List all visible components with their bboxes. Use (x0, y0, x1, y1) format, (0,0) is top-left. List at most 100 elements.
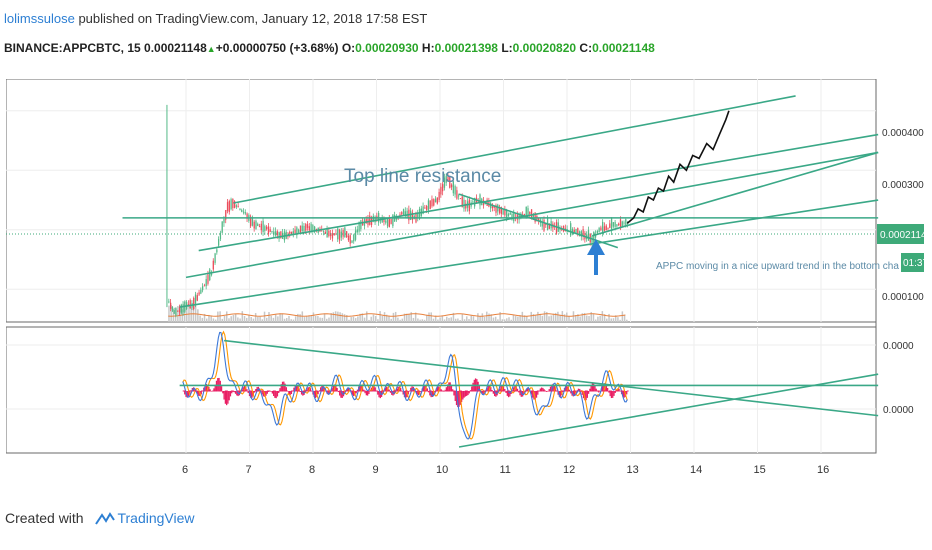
trendlines[interactable] (122, 95, 879, 308)
volume-bar (519, 315, 521, 322)
candle (180, 303, 182, 315)
volume-bar (530, 311, 532, 322)
candle (175, 307, 177, 318)
histogram-bar (454, 391, 456, 401)
volume-bar (323, 313, 326, 322)
histogram-bar (532, 391, 534, 398)
volume-bar (383, 312, 386, 322)
candle (234, 200, 236, 209)
volume-bar (370, 316, 372, 322)
volume-bar (503, 319, 506, 322)
time-tick-15: 15 (754, 464, 766, 476)
candle (182, 301, 184, 316)
candle-body (312, 225, 314, 232)
author-link[interactable]: lolimssulose (4, 11, 75, 26)
volume-bar (377, 319, 379, 322)
high-value: 0.00021398 (434, 41, 498, 55)
candle (255, 219, 257, 230)
candle (258, 223, 261, 228)
volume-bar (221, 318, 224, 322)
candle-body (463, 199, 465, 209)
volume-bar (477, 313, 479, 322)
candle-body (228, 200, 230, 213)
candle-body (303, 225, 305, 232)
candle (271, 230, 273, 234)
histogram-bar (593, 383, 595, 392)
chart-frame[interactable]: Top line resistance APPC moving in a nic… (5, 78, 932, 484)
candle (454, 184, 456, 198)
histogram-bar (408, 390, 411, 392)
histogram-bar (504, 388, 506, 392)
candle-body (257, 223, 259, 227)
volume-bar (428, 312, 430, 322)
candle (603, 222, 606, 233)
histogram-bar (608, 391, 610, 393)
candle (273, 227, 275, 238)
candle (209, 267, 211, 282)
histogram-bar (214, 384, 216, 392)
histogram-bar (542, 387, 544, 392)
volume-bar (192, 302, 195, 322)
price-tick-4: 0.00010000 (882, 292, 924, 303)
time-tick-13: 13 (627, 464, 639, 476)
time-tick-7: 7 (246, 464, 252, 476)
histogram-bar (410, 387, 412, 392)
volume-bar (392, 312, 395, 322)
up-arrow-marker-icon[interactable] (587, 239, 605, 275)
tradingview-logo-icon (95, 512, 116, 525)
histogram-bar (515, 386, 517, 392)
histogram-bar (351, 391, 354, 395)
histogram-bar (565, 385, 567, 392)
candle-body (561, 229, 563, 231)
projection-path (626, 110, 730, 224)
histogram-bar (298, 388, 300, 392)
candle-body (538, 218, 540, 222)
histogram-bar (247, 391, 249, 394)
histogram-bar (523, 391, 525, 395)
candle-body (298, 229, 300, 233)
candle-body (207, 274, 209, 284)
tradingview-brand[interactable]: TradingView (117, 510, 195, 526)
candle-body (276, 231, 278, 236)
histogram-bar (396, 388, 398, 392)
candle-body (226, 202, 229, 212)
open-label: O: (341, 41, 356, 55)
candle-body (541, 221, 543, 227)
volume-bar (499, 312, 501, 322)
candle-body (239, 208, 241, 210)
histogram-bar (444, 389, 446, 392)
candle-body (410, 210, 412, 220)
histogram-bar (288, 391, 290, 395)
histogram-bar (335, 385, 337, 392)
candle-body (340, 231, 342, 238)
candle-body (362, 221, 364, 226)
top-line-annotation[interactable]: Top line resistance (344, 166, 501, 187)
volume-bar (579, 316, 581, 322)
volume-bar (510, 319, 512, 322)
histogram-bar (426, 388, 428, 392)
price-pane[interactable] (5, 78, 877, 323)
candle-body (509, 212, 511, 215)
candle (324, 229, 326, 235)
histogram-bar (579, 388, 581, 392)
volume-bar (570, 319, 572, 322)
histogram-bar (416, 391, 418, 395)
volume-bar (397, 317, 399, 322)
volume-bar (419, 319, 421, 322)
volume-bar (528, 318, 530, 322)
chart-svg[interactable]: Top line resistance APPC moving in a nic… (5, 78, 932, 484)
trend-note-annotation[interactable]: APPC moving in a nice upward trend in th… (656, 261, 899, 272)
volume-bar (388, 315, 390, 322)
volume-bar (563, 314, 566, 322)
candle (570, 221, 572, 237)
candle-body (594, 234, 597, 238)
volume-bar (494, 316, 497, 322)
candle-body (189, 300, 191, 309)
volume-bar (328, 317, 330, 322)
histogram-bar (518, 391, 520, 393)
osc-trendlines[interactable] (179, 339, 879, 448)
volume-bar (534, 315, 537, 322)
ohlc-legend: BINANCE:APPCBTC, 15 0.00021148▲+0.000007… (4, 41, 655, 55)
histogram-bar (591, 383, 594, 392)
candle-body (609, 223, 611, 228)
